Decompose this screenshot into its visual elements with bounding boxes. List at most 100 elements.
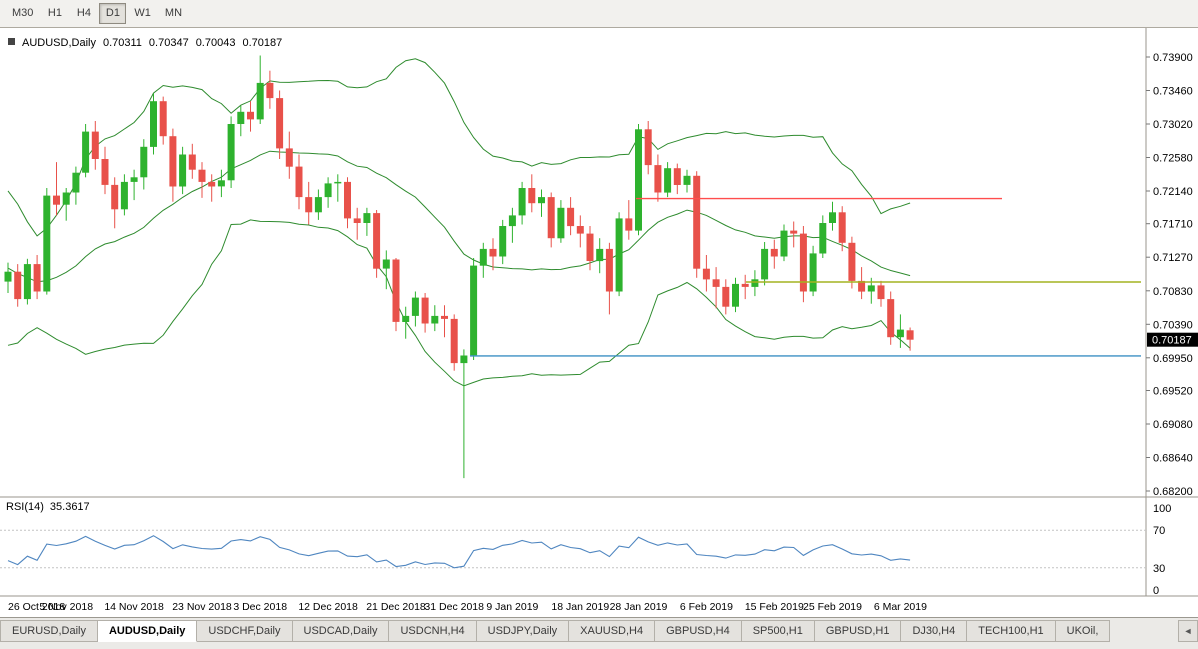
candle-body xyxy=(809,253,817,292)
candle-body xyxy=(538,197,545,204)
chart-tab-usdcad-daily[interactable]: USDCAD,Daily xyxy=(292,620,390,642)
timeframe-button-w1[interactable]: W1 xyxy=(134,7,151,19)
chart-tab-eurusd-daily[interactable]: EURUSD,Daily xyxy=(0,620,98,642)
candles-layer xyxy=(4,55,914,479)
price-axis-label: 0.71270 xyxy=(1153,252,1193,264)
date-axis-label: 21 Dec 2018 xyxy=(366,601,426,613)
candle-body xyxy=(217,180,225,187)
candle-body xyxy=(344,181,351,219)
candle-body xyxy=(528,188,536,204)
tab-scroll-left-icon[interactable]: ◄ xyxy=(1178,620,1198,642)
candle-body xyxy=(460,355,468,364)
candle-body xyxy=(208,181,216,187)
candle-body xyxy=(441,315,448,319)
rsi-axis-label: 70 xyxy=(1153,525,1165,537)
chart-tab-sp500-h1[interactable]: SP500,H1 xyxy=(741,620,815,642)
candle-body xyxy=(72,172,80,193)
candle-body xyxy=(334,181,342,184)
candle-body xyxy=(761,248,769,280)
candle-body xyxy=(53,195,60,205)
candle-body xyxy=(4,271,12,282)
rsi-indicator-label: RSI(14) 35.3617 xyxy=(6,501,90,513)
candle-body xyxy=(470,265,478,356)
candle-body xyxy=(363,213,371,223)
candle-body xyxy=(605,248,613,292)
candle-body xyxy=(159,101,167,137)
chart-tab-tech100-h1[interactable]: TECH100,H1 xyxy=(967,620,1056,642)
candle-body xyxy=(276,98,284,149)
timeframe-button-h4[interactable]: H4 xyxy=(76,7,91,19)
price-axis-label: 0.72140 xyxy=(1153,186,1193,198)
rsi-axis-label: 0 xyxy=(1153,585,1159,597)
date-axis-label: 14 Nov 2018 xyxy=(104,601,164,613)
chart-tabbar: EURUSD,Daily AUDUSD,Daily USDCHF,Daily USDC… xyxy=(0,617,1198,649)
date-axis-label: 6 Feb 2019 xyxy=(680,601,733,613)
price-axis-label: 0.70390 xyxy=(1153,319,1193,331)
date-axis-label: 3 Dec 2018 xyxy=(233,601,287,613)
chart-tab-usdjpy-daily[interactable]: USDJPY,Daily xyxy=(476,620,570,642)
candle-body xyxy=(654,165,662,193)
bollinger-lower-band xyxy=(7,219,911,387)
candle-body xyxy=(508,215,516,227)
candle-body xyxy=(373,213,381,269)
candle-body xyxy=(140,146,148,178)
price-axis-label: 0.70830 xyxy=(1153,286,1193,298)
date-axis-label: 23 Nov 2018 xyxy=(172,601,232,613)
price-axis-label: 0.68200 xyxy=(1153,486,1193,498)
candle-body xyxy=(237,111,245,124)
candle-body xyxy=(780,230,788,257)
chart-tab-xauusd-h4[interactable]: XAUUSD,H4 xyxy=(569,620,656,642)
chart-marker-icon xyxy=(8,38,15,45)
rsi-axis-label: 100 xyxy=(1153,503,1171,515)
timeframe-button-mn[interactable]: MN xyxy=(164,7,183,19)
candle-body xyxy=(596,248,604,262)
candle-body xyxy=(664,168,672,193)
candle-body xyxy=(150,101,157,147)
candle-body xyxy=(23,264,31,300)
chart-tab-audusd-daily[interactable]: AUDUSD,Daily xyxy=(97,620,198,642)
chart-title: AUDUSD,Daily 0.70311 0.70347 0.70043 0.70187 xyxy=(22,37,282,49)
date-axis-label: 9 Jan 2019 xyxy=(486,601,538,613)
timeframe-button-d1[interactable]: D1 xyxy=(99,3,127,24)
candle-body xyxy=(295,166,303,198)
chart-tab-gbpusd-h4[interactable]: GBPUSD,H4 xyxy=(655,620,742,642)
date-axis-label: 6 Mar 2019 xyxy=(874,601,927,613)
price-axis-label: 0.69520 xyxy=(1153,386,1193,398)
candle-body xyxy=(62,192,70,205)
chart-background xyxy=(0,28,1198,617)
candle-body xyxy=(586,233,594,261)
candle-body xyxy=(741,283,749,287)
candle-body xyxy=(450,318,458,364)
chart-canvas[interactable]: 0.73900 0.73460 0.73020 0.72580 0.72140 0.717… xyxy=(0,28,1198,617)
candle-body xyxy=(838,212,846,243)
timeframe-button-m30[interactable]: M30 xyxy=(12,7,34,19)
chart-tab-usdchf-daily[interactable]: USDCHF,Daily xyxy=(197,620,293,642)
date-axis-label: 26 Oct 2018 xyxy=(8,601,65,613)
date-axis-label: 25 Feb 2019 xyxy=(803,601,862,613)
candle-body xyxy=(790,230,798,234)
price-axis-label: 0.69950 xyxy=(1153,353,1193,365)
candle-body xyxy=(33,264,41,292)
candle-body xyxy=(518,188,526,216)
candle-body xyxy=(625,218,633,231)
date-axis-label: 15 Feb 2019 xyxy=(745,601,804,613)
candle-body xyxy=(799,233,807,292)
price-axis-label: 0.73460 xyxy=(1153,86,1193,98)
candle-body xyxy=(43,195,51,292)
price-axis-label: 0.73900 xyxy=(1153,52,1193,64)
price-axis-label: 0.71710 xyxy=(1153,219,1193,231)
price-axis-label: 0.68640 xyxy=(1153,453,1193,465)
candle-body xyxy=(169,136,177,187)
chart-tab-dj30-h4[interactable]: DJ30,H4 xyxy=(901,620,968,642)
chart-tab-usdcnh-h4[interactable]: USDCNH,H4 xyxy=(389,620,477,642)
date-axis-label: 5 Nov 2018 xyxy=(39,601,93,613)
candle-body xyxy=(382,259,390,269)
timeframe-button-h1[interactable]: H1 xyxy=(47,7,62,19)
candle-body xyxy=(576,226,584,234)
candle-body xyxy=(82,131,90,173)
bollinger-upper-band xyxy=(7,58,911,237)
current-price-text: 0.70187 xyxy=(1152,335,1192,347)
chart-tab-gbpusd-h1[interactable]: GBPUSD,H1 xyxy=(814,620,902,642)
chart-tab-ukoil[interactable]: UKOil, xyxy=(1055,620,1111,642)
candle-body xyxy=(111,184,119,210)
